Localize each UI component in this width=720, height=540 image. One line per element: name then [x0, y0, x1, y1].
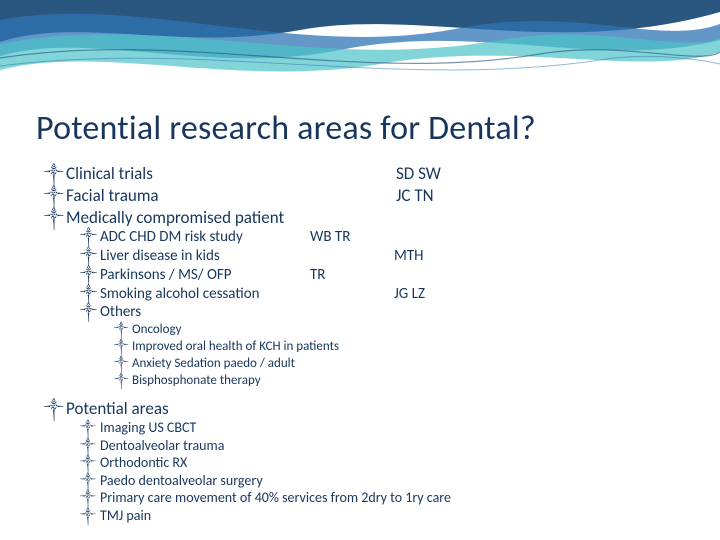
list-item-l2: ༒Smoking alcohol cessation JG LZ: [80, 285, 720, 304]
list-item-label: Medically compromised patient: [66, 207, 396, 228]
bullet-icon: ༒: [114, 323, 132, 337]
bullet-icon: ༒: [80, 421, 100, 436]
list-item-potential: ༒Imaging US CBCT: [80, 419, 720, 437]
list-item-label: Dentoalveolar trauma: [100, 437, 224, 455]
list-item-l1: ༒Facial traumaJC TN: [44, 185, 692, 207]
list-item-l2: ༒Parkinsons / MS/ OFPTR: [80, 266, 720, 285]
list-item-label: Potential areas: [66, 398, 169, 419]
list-item-label: Facial trauma: [66, 185, 396, 206]
potential-areas-header: ༒ Potential areas: [44, 398, 692, 420]
bullet-icon: ༒: [114, 340, 132, 354]
list-item-l3: ༒Bisphosphonate therapy: [114, 373, 720, 390]
list-item-l1: ༒Clinical trialsSD SW: [44, 163, 692, 185]
bullet-icon: ༒: [44, 188, 66, 207]
list-item-l3: ༒Oncology: [114, 322, 720, 339]
bullet-icon: ༒: [80, 286, 100, 302]
bullet-icon: ༒: [80, 456, 100, 471]
bullet-icon: ༒: [44, 166, 66, 185]
bullet-icon: ༒: [80, 439, 100, 454]
list-item-label: Oncology: [132, 322, 182, 339]
bullet-icon: ༒: [80, 267, 100, 283]
list-item-annotation-1: TR: [310, 266, 394, 285]
list-item-potential: ༒Paedo dentoalveolar surgery: [80, 472, 720, 490]
list-item-label: Others: [100, 303, 310, 322]
slide-content: Potential research areas for Dental? ༒Cl…: [0, 0, 720, 524]
list-item-label: Paedo dentoalveolar surgery: [100, 472, 263, 490]
list-item-label: Primary care movement of 40% services fr…: [100, 489, 451, 507]
list-item-l1: ༒Medically compromised patient: [44, 207, 692, 229]
list-item-label: Orthodontic RX: [100, 454, 187, 472]
list-item-label: Liver disease in kids: [100, 247, 310, 266]
bullet-icon: ༒: [80, 491, 100, 506]
list-item-label: Clinical trials: [66, 163, 396, 184]
list-item-l2: ༒Liver disease in kids MTH: [80, 247, 720, 266]
list-item-label: Parkinsons / MS/ OFP: [100, 266, 310, 285]
bullet-icon: ༒: [80, 248, 100, 264]
list-item-potential: ༒TMJ pain: [80, 507, 720, 525]
bullet-icon: ༒: [114, 374, 132, 388]
list-item-potential: ༒Dentoalveolar trauma: [80, 437, 720, 455]
list-item-annotation: SD SW: [396, 163, 441, 184]
bullet-icon: ༒: [80, 509, 100, 524]
list-item-l3: ༒Anxiety Sedation paedo / adult: [114, 356, 720, 373]
bullet-icon: ༒: [80, 229, 100, 245]
list-item-label: Bisphosphonate therapy: [132, 373, 261, 390]
list-item-label: ADC CHD DM risk study: [100, 228, 310, 247]
list-item-l2: ༒Others: [80, 303, 720, 322]
list-item-annotation-1: WB TR: [310, 228, 394, 247]
list-item-l2: ༒ADC CHD DM risk studyWB TR: [80, 228, 720, 247]
list-item-potential: ༒Orthodontic RX: [80, 454, 720, 472]
list-item-potential: ༒Primary care movement of 40% services f…: [80, 489, 720, 507]
list-item-label: TMJ pain: [100, 507, 151, 525]
list-item-l3: ༒Improved oral health of KCH in patients: [114, 339, 720, 356]
list-item-label: Anxiety Sedation paedo / adult: [132, 356, 295, 373]
bullet-icon: ༒: [44, 210, 66, 229]
list-item-label: Improved oral health of KCH in patients: [132, 339, 339, 356]
slide-title: Potential research areas for Dental?: [36, 108, 684, 149]
list-item-label: Imaging US CBCT: [100, 419, 196, 437]
bullet-icon: ༒: [44, 401, 66, 420]
list-item-label: Smoking alcohol cessation: [100, 285, 310, 304]
list-item-annotation: JC TN: [396, 185, 434, 206]
list-item-annotation-2: MTH: [394, 247, 423, 266]
list-item-annotation-2: JG LZ: [394, 285, 425, 304]
bullet-icon: ༒: [80, 304, 100, 320]
bullet-icon: ༒: [114, 357, 132, 371]
bullet-icon: ༒: [80, 474, 100, 489]
